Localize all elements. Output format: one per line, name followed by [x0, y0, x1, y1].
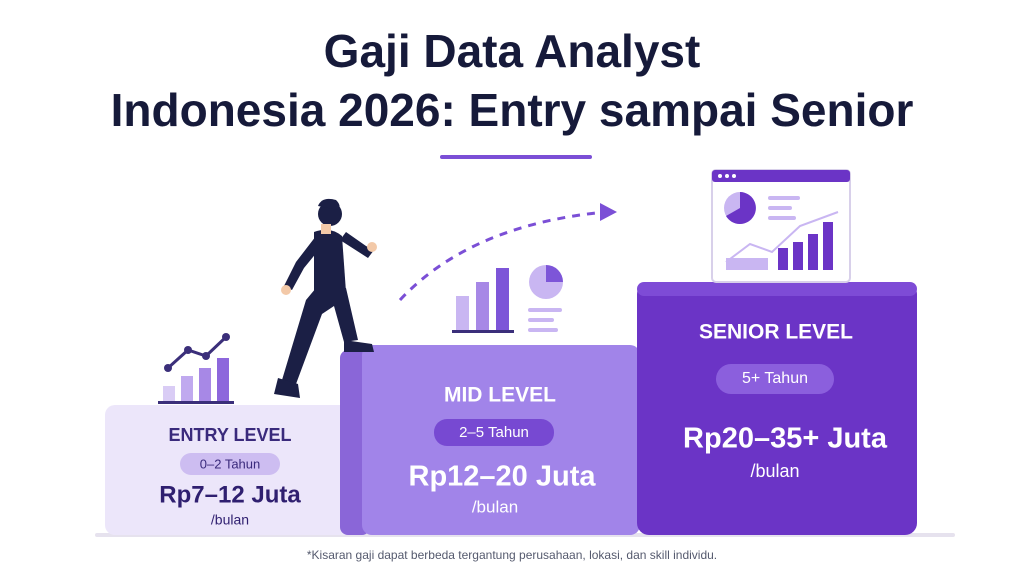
years-pill: [180, 453, 280, 475]
level-salary: Rp12–20 Juta: [409, 461, 597, 493]
title-line: Gaji Data Analyst: [324, 25, 701, 77]
mid-icon: [452, 265, 563, 333]
years-pill: [434, 419, 554, 446]
dashboard-icon: [711, 169, 851, 283]
level-name: ENTRY LEVEL: [168, 425, 291, 445]
entry-icon: [158, 333, 234, 404]
level-years: 5+ Tahun: [742, 370, 808, 387]
level-unit: /bulan: [472, 497, 518, 516]
senior-step-top: [637, 282, 917, 296]
level-years: 0–2 Tahun: [200, 456, 261, 471]
years-pill: [716, 364, 834, 394]
title-underline: [440, 155, 592, 159]
progress-arrow: [398, 210, 606, 302]
arrow-head: [600, 203, 617, 221]
level-salary: Rp7–12 Juta: [159, 481, 301, 508]
footnote: *Kisaran gaji dapat berbeda tergantung p…: [307, 548, 717, 562]
level-name: MID LEVEL: [444, 384, 556, 407]
senior-step: [637, 282, 917, 535]
person: [274, 198, 377, 398]
title-line: Indonesia 2026: Entry sampai Senior: [111, 84, 914, 136]
level-salary: Rp20–35+ Juta: [683, 423, 888, 455]
level-unit: /bulan: [750, 461, 799, 481]
level-unit: /bulan: [211, 512, 249, 528]
level-years: 2–5 Tahun: [459, 424, 529, 441]
level-name: SENIOR LEVEL: [699, 321, 853, 344]
